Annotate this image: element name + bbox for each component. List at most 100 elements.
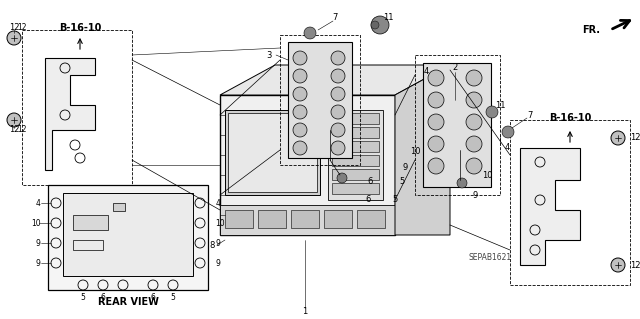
Bar <box>288 42 352 158</box>
Text: 11: 11 <box>383 13 393 23</box>
Bar <box>22 30 132 185</box>
Polygon shape <box>220 65 450 95</box>
Circle shape <box>611 258 625 272</box>
Circle shape <box>293 105 307 119</box>
Text: 5: 5 <box>81 293 85 302</box>
Text: 9: 9 <box>36 258 40 268</box>
Circle shape <box>428 70 444 86</box>
Text: 6: 6 <box>367 177 372 187</box>
Circle shape <box>466 158 482 174</box>
Bar <box>291 210 319 228</box>
Bar <box>415 55 500 195</box>
Text: 9: 9 <box>403 164 408 173</box>
Text: 12: 12 <box>630 133 640 143</box>
Circle shape <box>7 113 21 127</box>
Circle shape <box>428 114 444 130</box>
Circle shape <box>486 106 498 118</box>
Polygon shape <box>395 65 450 235</box>
Circle shape <box>502 126 514 138</box>
Bar <box>357 210 385 228</box>
Circle shape <box>293 141 307 155</box>
Text: 10: 10 <box>31 219 41 227</box>
Circle shape <box>337 173 347 183</box>
Polygon shape <box>45 58 95 170</box>
Text: 9: 9 <box>36 239 40 248</box>
Circle shape <box>611 131 625 145</box>
Text: 4: 4 <box>36 198 40 207</box>
Text: 4: 4 <box>424 68 429 77</box>
Text: 9: 9 <box>472 190 477 199</box>
Text: SEPAB1621: SEPAB1621 <box>468 254 511 263</box>
Bar <box>63 193 193 276</box>
Circle shape <box>457 178 467 188</box>
Text: 6: 6 <box>150 293 156 302</box>
Text: 12: 12 <box>630 261 640 270</box>
Text: 7: 7 <box>332 13 338 23</box>
Text: B-16-10: B-16-10 <box>59 23 101 33</box>
Circle shape <box>331 87 345 101</box>
Bar <box>328 110 383 200</box>
Bar <box>258 210 286 228</box>
Text: REAR VIEW: REAR VIEW <box>97 297 159 307</box>
Text: 12: 12 <box>17 125 27 135</box>
Circle shape <box>371 21 379 29</box>
Text: 9: 9 <box>216 258 220 268</box>
Circle shape <box>293 51 307 65</box>
Circle shape <box>7 31 21 45</box>
Text: 8: 8 <box>210 241 215 249</box>
Bar <box>332 183 379 194</box>
Bar <box>324 210 352 228</box>
Circle shape <box>331 69 345 83</box>
Circle shape <box>428 92 444 108</box>
Text: B-16-10: B-16-10 <box>549 113 591 123</box>
Bar <box>332 141 379 152</box>
Circle shape <box>466 136 482 152</box>
Text: 3: 3 <box>267 50 272 60</box>
Text: 5: 5 <box>392 196 397 204</box>
Circle shape <box>466 114 482 130</box>
Bar <box>332 169 379 180</box>
Text: 6: 6 <box>365 196 371 204</box>
Bar <box>423 63 491 187</box>
Text: 2: 2 <box>452 63 458 72</box>
Bar <box>228 113 317 192</box>
Text: 12: 12 <box>9 125 19 135</box>
Circle shape <box>331 141 345 155</box>
Text: 10: 10 <box>410 147 420 157</box>
Bar <box>220 205 395 235</box>
Bar <box>73 215 108 230</box>
Bar <box>510 120 630 285</box>
Bar <box>225 210 253 228</box>
Text: 7: 7 <box>527 110 532 120</box>
Text: 10: 10 <box>215 219 225 227</box>
Circle shape <box>331 105 345 119</box>
Bar <box>113 203 125 211</box>
Polygon shape <box>520 148 580 265</box>
Bar <box>332 113 379 124</box>
Text: 4: 4 <box>505 144 510 152</box>
Text: 12: 12 <box>17 24 27 33</box>
Circle shape <box>293 123 307 137</box>
Circle shape <box>331 123 345 137</box>
Circle shape <box>428 158 444 174</box>
Circle shape <box>371 16 389 34</box>
Circle shape <box>293 69 307 83</box>
Bar <box>220 95 395 235</box>
Circle shape <box>466 70 482 86</box>
Text: 4: 4 <box>216 198 220 207</box>
Circle shape <box>428 136 444 152</box>
Bar <box>73 240 103 250</box>
Bar <box>225 110 320 195</box>
Circle shape <box>293 87 307 101</box>
Circle shape <box>304 27 316 39</box>
Circle shape <box>466 92 482 108</box>
Bar <box>280 35 360 165</box>
Circle shape <box>331 51 345 65</box>
Text: 5: 5 <box>171 293 175 302</box>
Bar <box>332 127 379 138</box>
Text: 12: 12 <box>9 23 19 32</box>
Text: 11: 11 <box>495 100 505 109</box>
Bar <box>332 155 379 166</box>
Text: 5: 5 <box>399 177 404 187</box>
Text: FR.: FR. <box>582 25 600 35</box>
